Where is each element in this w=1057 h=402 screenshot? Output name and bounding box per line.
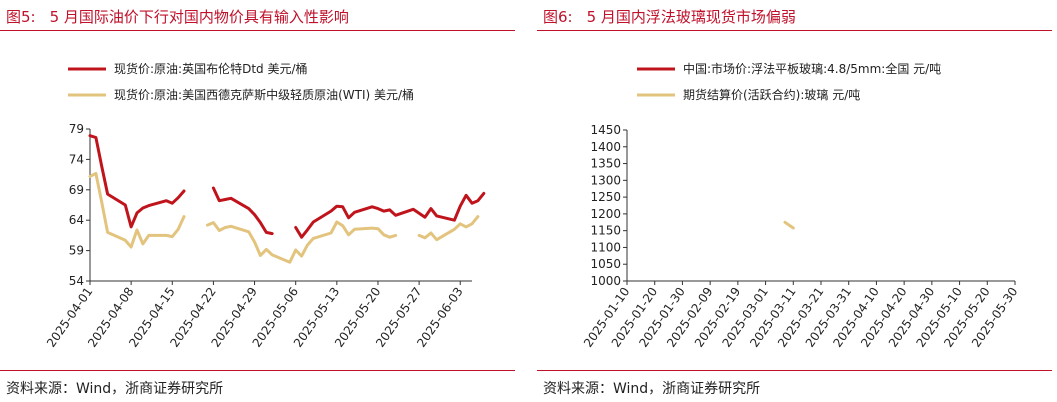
left-chart: 现货价:原油:英国布伦特Dtd 美元/桶现货价:原油:美国西德克萨斯中级轻质原油… [44, 61, 486, 350]
right-y-tick-label: 1200 [590, 207, 621, 221]
right-source-rule [537, 370, 1052, 371]
left-figure-panel: 图5: 5 月国际油价下行对国内物价具有输入性影响 现货价:原油:英国布伦特Dtd… [0, 0, 520, 402]
right-y-tick-label: 1450 [590, 123, 621, 137]
left-source-text: 资料来源：Wind，浙商证券研究所 [6, 381, 224, 397]
left-figure-title: 图5: 5 月国际油价下行对国内物价具有输入性影响 [6, 6, 363, 27]
right-source-text: 资料来源：Wind，浙商证券研究所 [543, 381, 761, 397]
left-figure-title-text: 5 月国际油价下行对国内物价具有输入性影响 [49, 8, 349, 26]
right-chart: 中国:市场价:浮法平板玻璃:4.8/5mm:全国 元/吨期货结算价(活跃合约):… [581, 61, 1020, 350]
left-y-tick-label: 69 [69, 183, 84, 197]
right-y-tick-label: 1400 [590, 140, 621, 154]
right-y-tick-label: 1350 [590, 157, 621, 171]
right-title-rule [537, 30, 1052, 31]
right-figure-title-text: 5 月国内浮法玻璃现货市场偏弱 [586, 8, 796, 26]
left-y-tick-label: 79 [69, 122, 84, 136]
right-legend-label-2: 期货结算价(活跃合约):玻璃 元/吨 [683, 87, 860, 102]
right-y-tick-label: 1000 [590, 274, 621, 288]
left-y-tick-label: 74 [69, 152, 84, 166]
left-series-line-1 [88, 134, 486, 239]
right-figure-title: 图6: 5 月国内浮法玻璃现货市场偏弱 [543, 6, 810, 27]
left-y-tick-label: 64 [69, 213, 84, 227]
right-legend-label-1: 中国:市场价:浮法平板玻璃:4.8/5mm:全国 元/吨 [683, 61, 941, 76]
right-y-tick-label: 1100 [590, 240, 621, 254]
left-figure-label: 图5: [6, 8, 36, 26]
right-y-tick-label: 1250 [590, 190, 621, 204]
left-legend-label-2: 现货价:原油:美国西德克萨斯中级轻质原油(WTI) 美元/桶 [114, 87, 414, 102]
right-y-tick-label: 1050 [590, 257, 621, 271]
left-legend-label-1: 现货价:原油:英国布伦特Dtd 美元/桶 [114, 61, 308, 76]
left-y-tick-label: 59 [69, 244, 84, 258]
right-series-line-2 [785, 222, 987, 272]
right-y-tick-label: 1300 [590, 173, 621, 187]
left-series-line-2 [88, 171, 480, 264]
left-y-tick-label: 54 [69, 274, 84, 288]
left-source-rule [0, 370, 515, 371]
left-title-rule [0, 30, 515, 31]
right-y-tick-label: 1150 [590, 224, 621, 238]
right-figure-label: 图6: [543, 8, 573, 26]
right-figure-panel: 图6: 5 月国内浮法玻璃现货市场偏弱 中国:市场价:浮法平板玻璃:4.8/5mm… [537, 0, 1057, 402]
